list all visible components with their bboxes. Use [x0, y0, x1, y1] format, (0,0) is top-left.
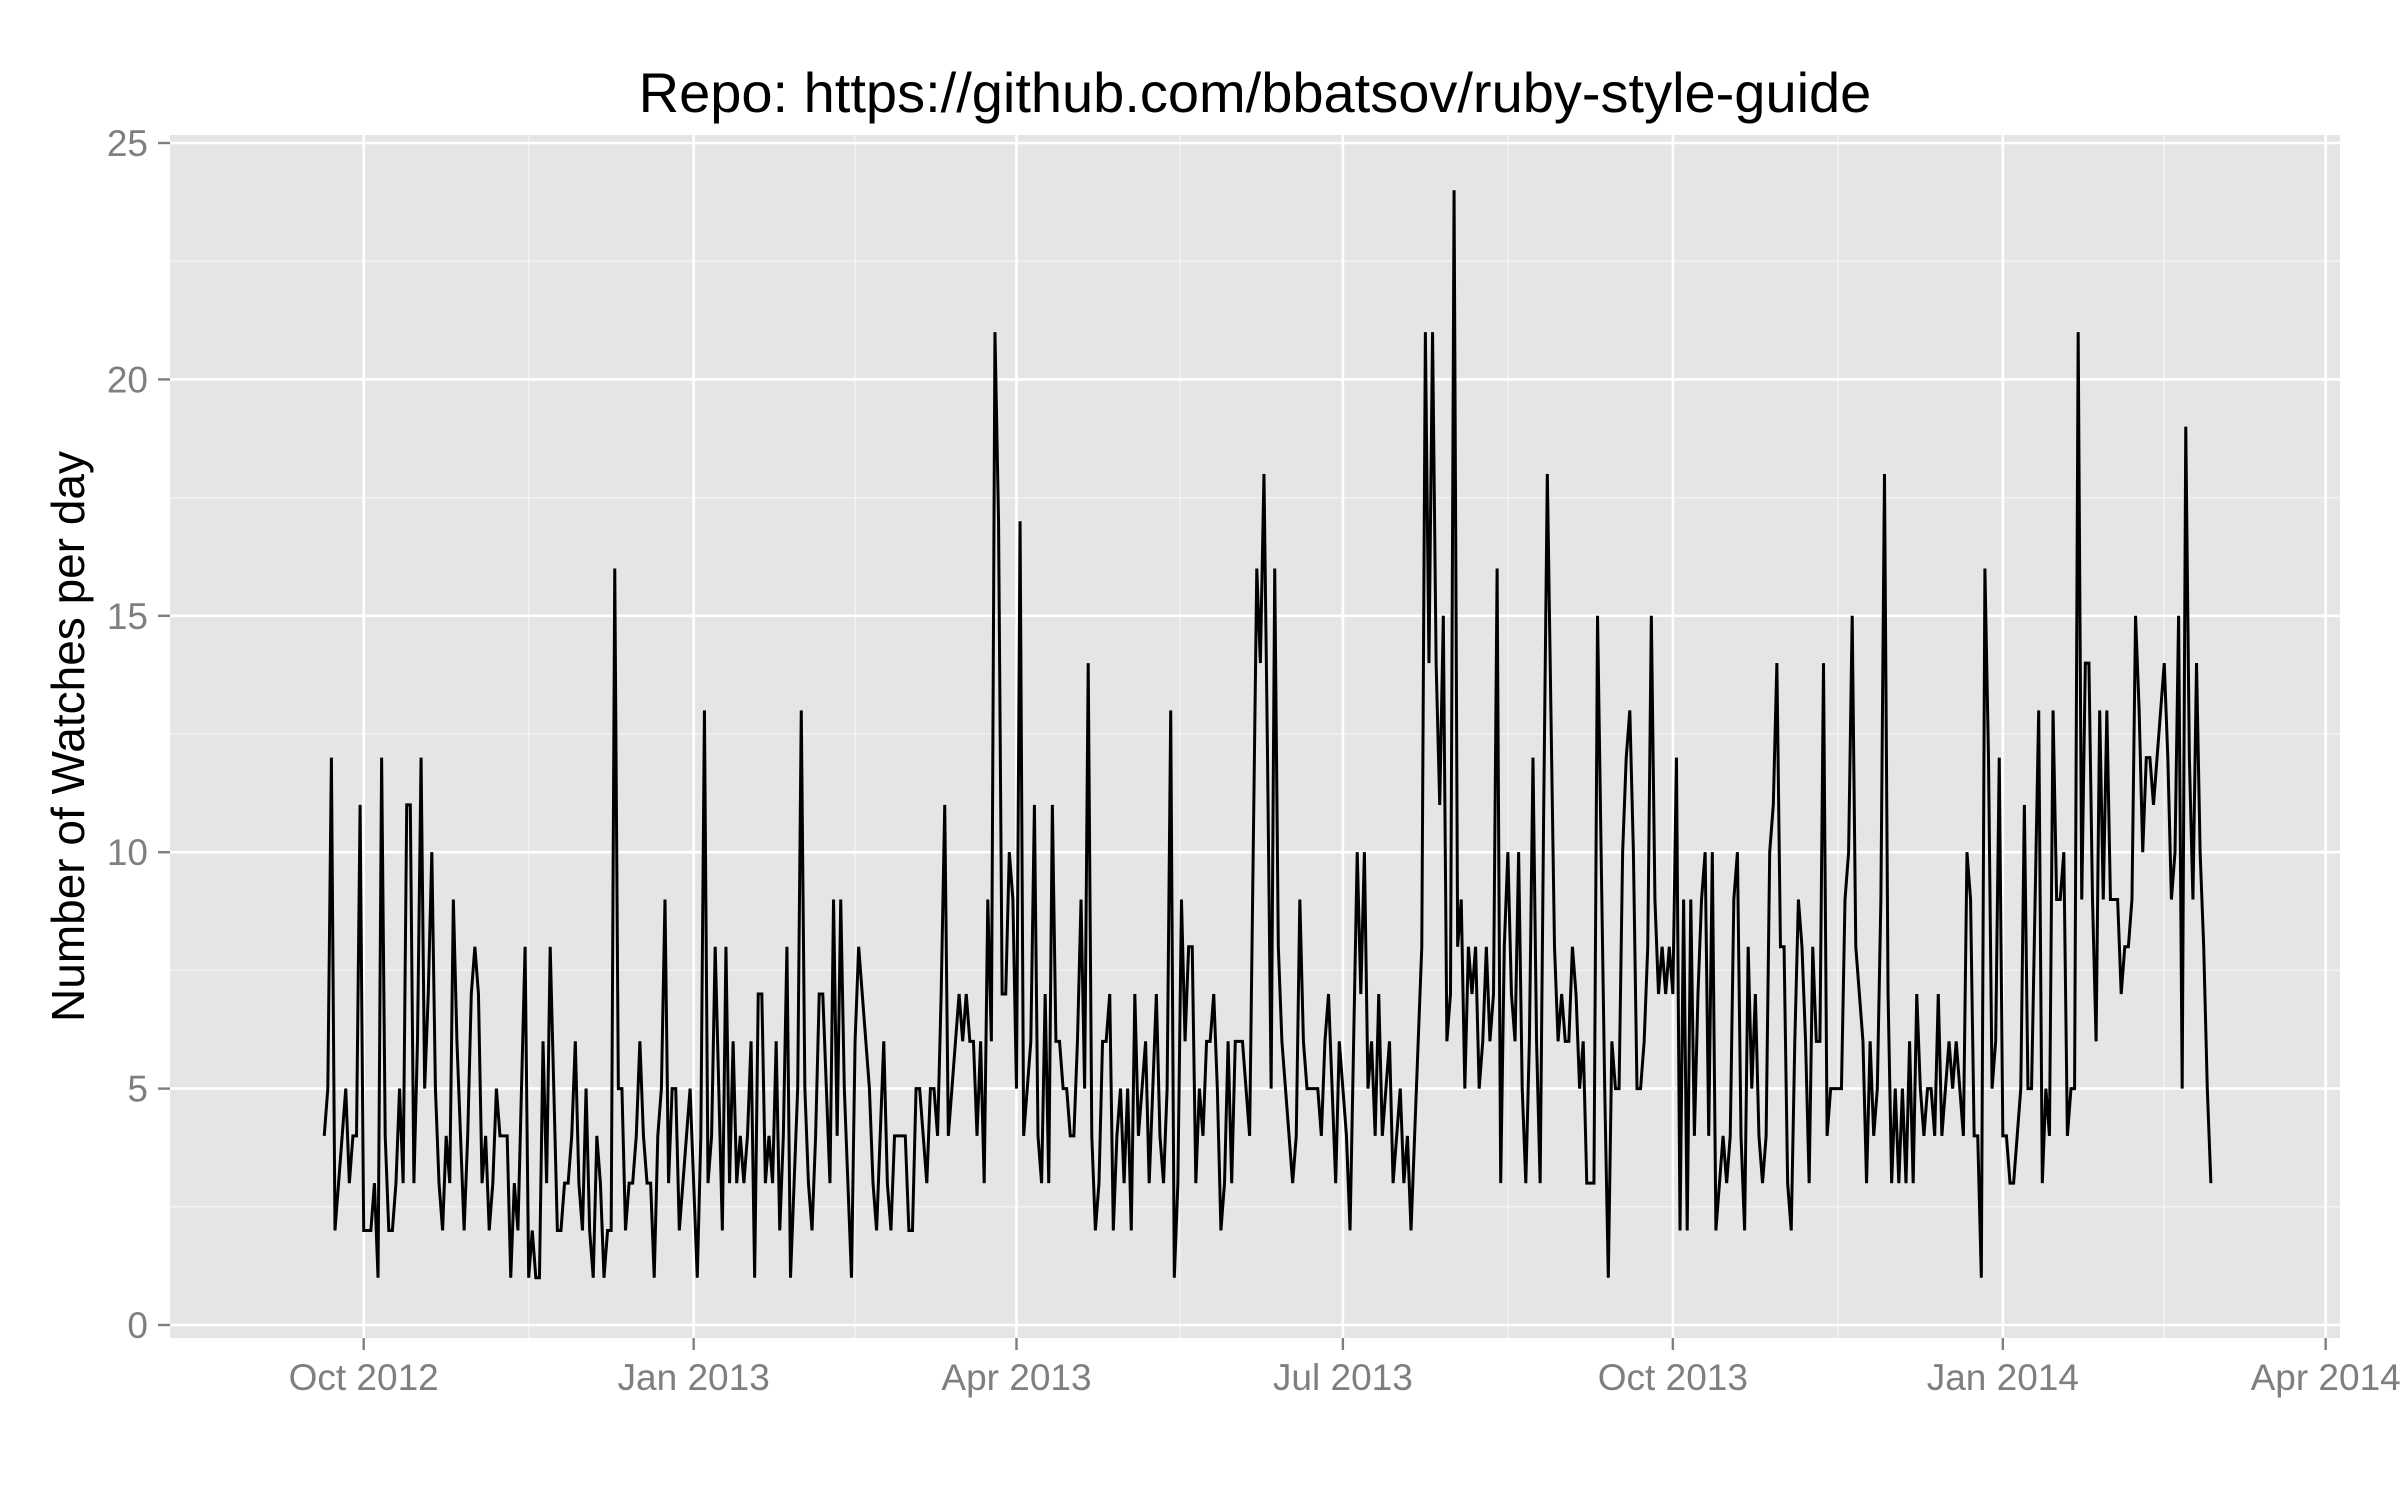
y-tick-label: 25 — [107, 123, 148, 164]
y-tick-label: 10 — [107, 832, 148, 873]
x-tick-label: Jul 2013 — [1273, 1357, 1413, 1398]
chart-title: Repo: https://github.com/bbatsov/ruby-st… — [639, 61, 1872, 124]
x-tick-label: Oct 2012 — [289, 1357, 439, 1398]
y-tick-label: 0 — [127, 1305, 148, 1346]
x-tick-label: Jan 2014 — [1927, 1357, 2079, 1398]
y-axis-label: Number of Watches per day — [42, 451, 94, 1022]
x-tick-label: Apr 2013 — [941, 1357, 1091, 1398]
x-tick-label: Oct 2013 — [1598, 1357, 1748, 1398]
x-tick-label: Apr 2014 — [2251, 1357, 2400, 1398]
y-tick-label: 20 — [107, 359, 148, 400]
y-tick-label: 15 — [107, 596, 148, 637]
x-axis: Oct 2012 Jan 2013 Apr 2013 Jul 2013 Oct 2013… — [289, 1338, 2400, 1398]
series-line — [322, 190, 2213, 1280]
y-tick-label: 5 — [127, 1069, 148, 1110]
y-axis: 0 5 10 15 20 25 — [107, 123, 170, 1346]
x-tick-label: Jan 2013 — [618, 1357, 770, 1398]
